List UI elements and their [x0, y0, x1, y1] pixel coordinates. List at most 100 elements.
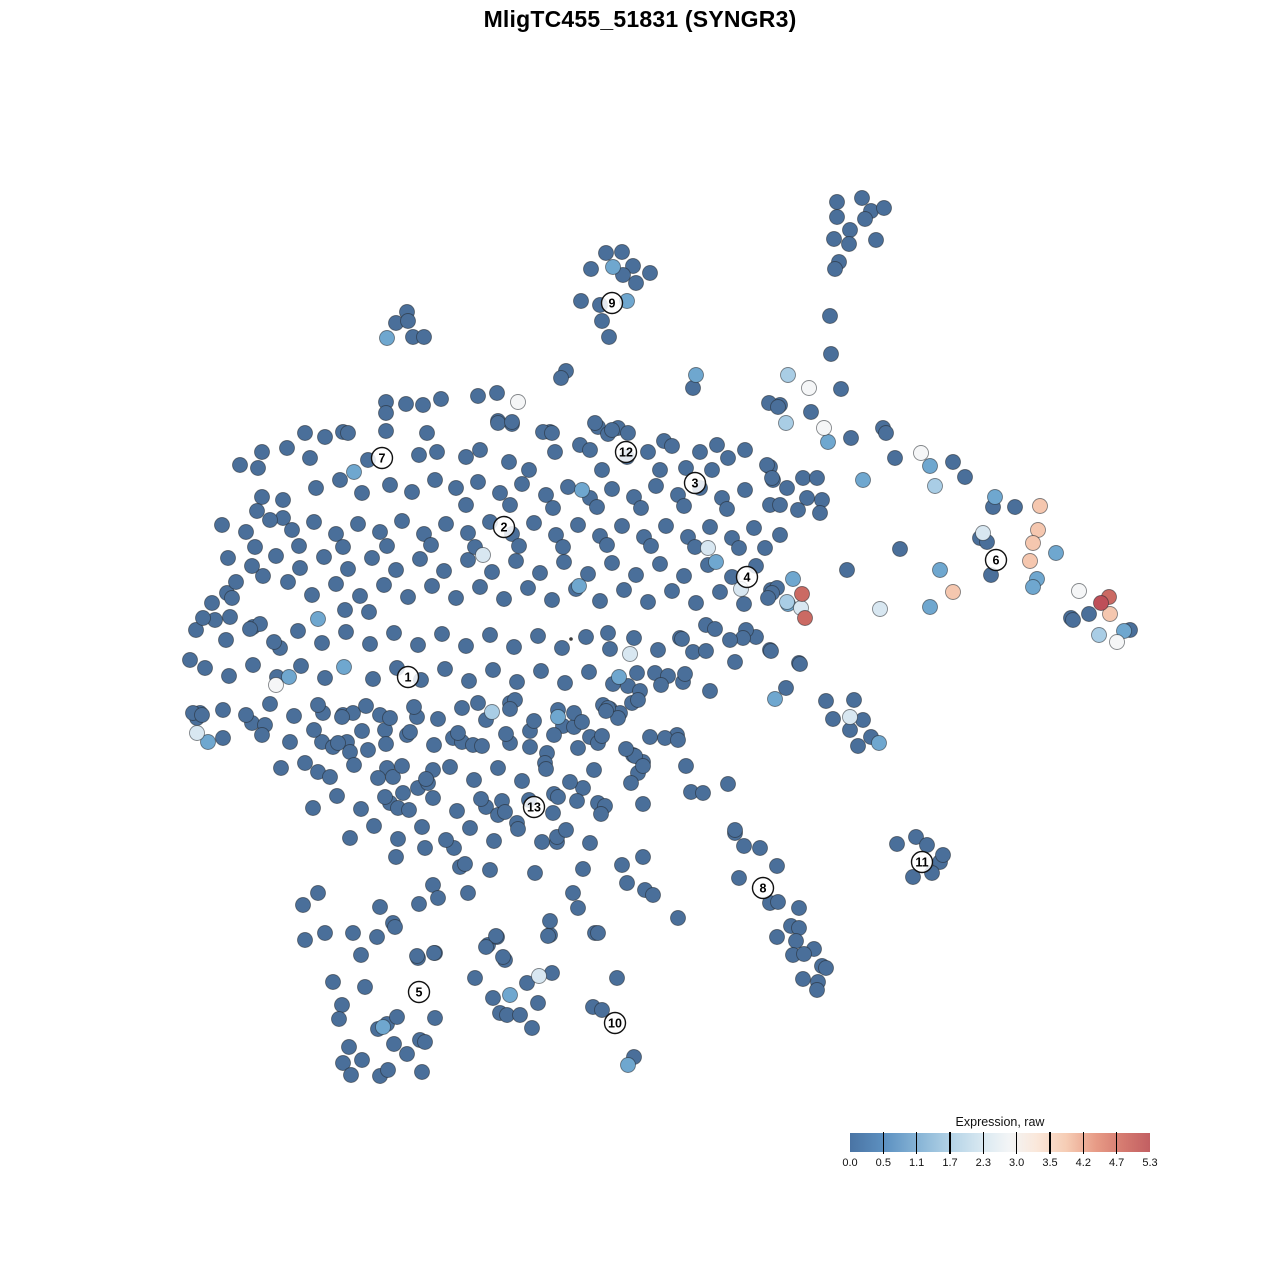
data-point — [238, 707, 254, 723]
data-point — [475, 547, 491, 563]
data-point — [262, 696, 278, 712]
data-point — [692, 444, 708, 460]
data-point — [553, 370, 569, 386]
data-point — [255, 568, 271, 584]
data-point — [550, 789, 566, 805]
data-point — [812, 505, 828, 521]
cluster-label-circle — [522, 795, 546, 819]
data-point — [698, 643, 714, 659]
data-point — [460, 552, 476, 568]
data-point — [540, 928, 556, 944]
data-point — [814, 492, 830, 508]
data-point — [254, 489, 270, 505]
data-point — [215, 730, 231, 746]
data-point — [570, 740, 586, 756]
data-point — [635, 758, 651, 774]
data-point — [583, 261, 599, 277]
data-point — [364, 550, 380, 566]
data-point — [436, 563, 452, 579]
data-point — [791, 920, 807, 936]
data-point — [354, 723, 370, 739]
data-point — [504, 414, 520, 430]
data-point — [394, 758, 410, 774]
data-point — [328, 576, 344, 592]
data-point — [506, 639, 522, 655]
data-point — [677, 666, 693, 682]
data-point — [490, 415, 506, 431]
data-point — [533, 663, 549, 679]
data-point — [332, 472, 348, 488]
cluster-label-text: 10 — [608, 1017, 622, 1031]
data-point — [221, 668, 237, 684]
cluster-label-13: 13 — [522, 795, 546, 819]
data-point — [772, 497, 788, 513]
colorbar-tick — [982, 1132, 985, 1154]
data-point — [601, 329, 617, 345]
data-point — [590, 925, 606, 941]
data-point — [242, 621, 258, 637]
data-point — [1025, 535, 1041, 551]
data-point — [220, 550, 236, 566]
data-point — [375, 1019, 391, 1035]
data-point — [434, 626, 450, 642]
data-point — [438, 832, 454, 848]
data-point — [604, 422, 620, 438]
colorbar-tick-label: 2.3 — [975, 1157, 991, 1169]
data-point — [614, 244, 630, 260]
data-point — [545, 805, 561, 821]
data-point — [602, 641, 618, 657]
data-point — [488, 928, 504, 944]
data-point — [378, 405, 394, 421]
data-point — [329, 788, 345, 804]
data-point — [1025, 579, 1041, 595]
data-point — [792, 656, 808, 672]
data-point — [245, 657, 261, 673]
data-point — [709, 437, 725, 453]
data-point — [1109, 634, 1125, 650]
data-point — [778, 680, 794, 696]
data-point — [664, 583, 680, 599]
data-point — [400, 589, 416, 605]
data-point — [868, 232, 884, 248]
data-point — [411, 447, 427, 463]
data-point — [293, 658, 309, 674]
data-point — [720, 776, 736, 792]
data-point — [382, 710, 398, 726]
data-point — [335, 1055, 351, 1071]
data-point — [827, 261, 843, 277]
data-point — [548, 527, 564, 543]
data-point — [341, 1039, 357, 1055]
data-point — [779, 480, 795, 496]
data-point — [599, 537, 615, 553]
data-point — [458, 497, 474, 513]
data-point — [652, 462, 668, 478]
data-point — [389, 1009, 405, 1025]
data-point — [306, 722, 322, 738]
data-point — [372, 899, 388, 915]
data-point — [492, 485, 508, 501]
data-point — [658, 518, 674, 534]
data-point — [625, 258, 641, 274]
data-point — [414, 819, 430, 835]
data-point — [1102, 606, 1118, 622]
data-point — [712, 584, 728, 600]
data-point — [538, 487, 554, 503]
data-point — [795, 971, 811, 987]
data-point — [573, 293, 589, 309]
data-point — [619, 875, 635, 891]
data-point — [524, 1020, 540, 1036]
data-point — [376, 577, 392, 593]
cluster-label-1: 1 — [396, 665, 420, 689]
data-point — [350, 516, 366, 532]
data-point — [826, 231, 842, 247]
data-point — [370, 770, 386, 786]
data-point — [578, 629, 594, 645]
data-point — [458, 449, 474, 465]
data-point — [470, 388, 486, 404]
data-point — [448, 590, 464, 606]
data-point — [490, 760, 506, 776]
data-point — [797, 610, 813, 626]
data-point — [722, 632, 738, 648]
data-point — [833, 381, 849, 397]
data-point — [398, 396, 414, 412]
